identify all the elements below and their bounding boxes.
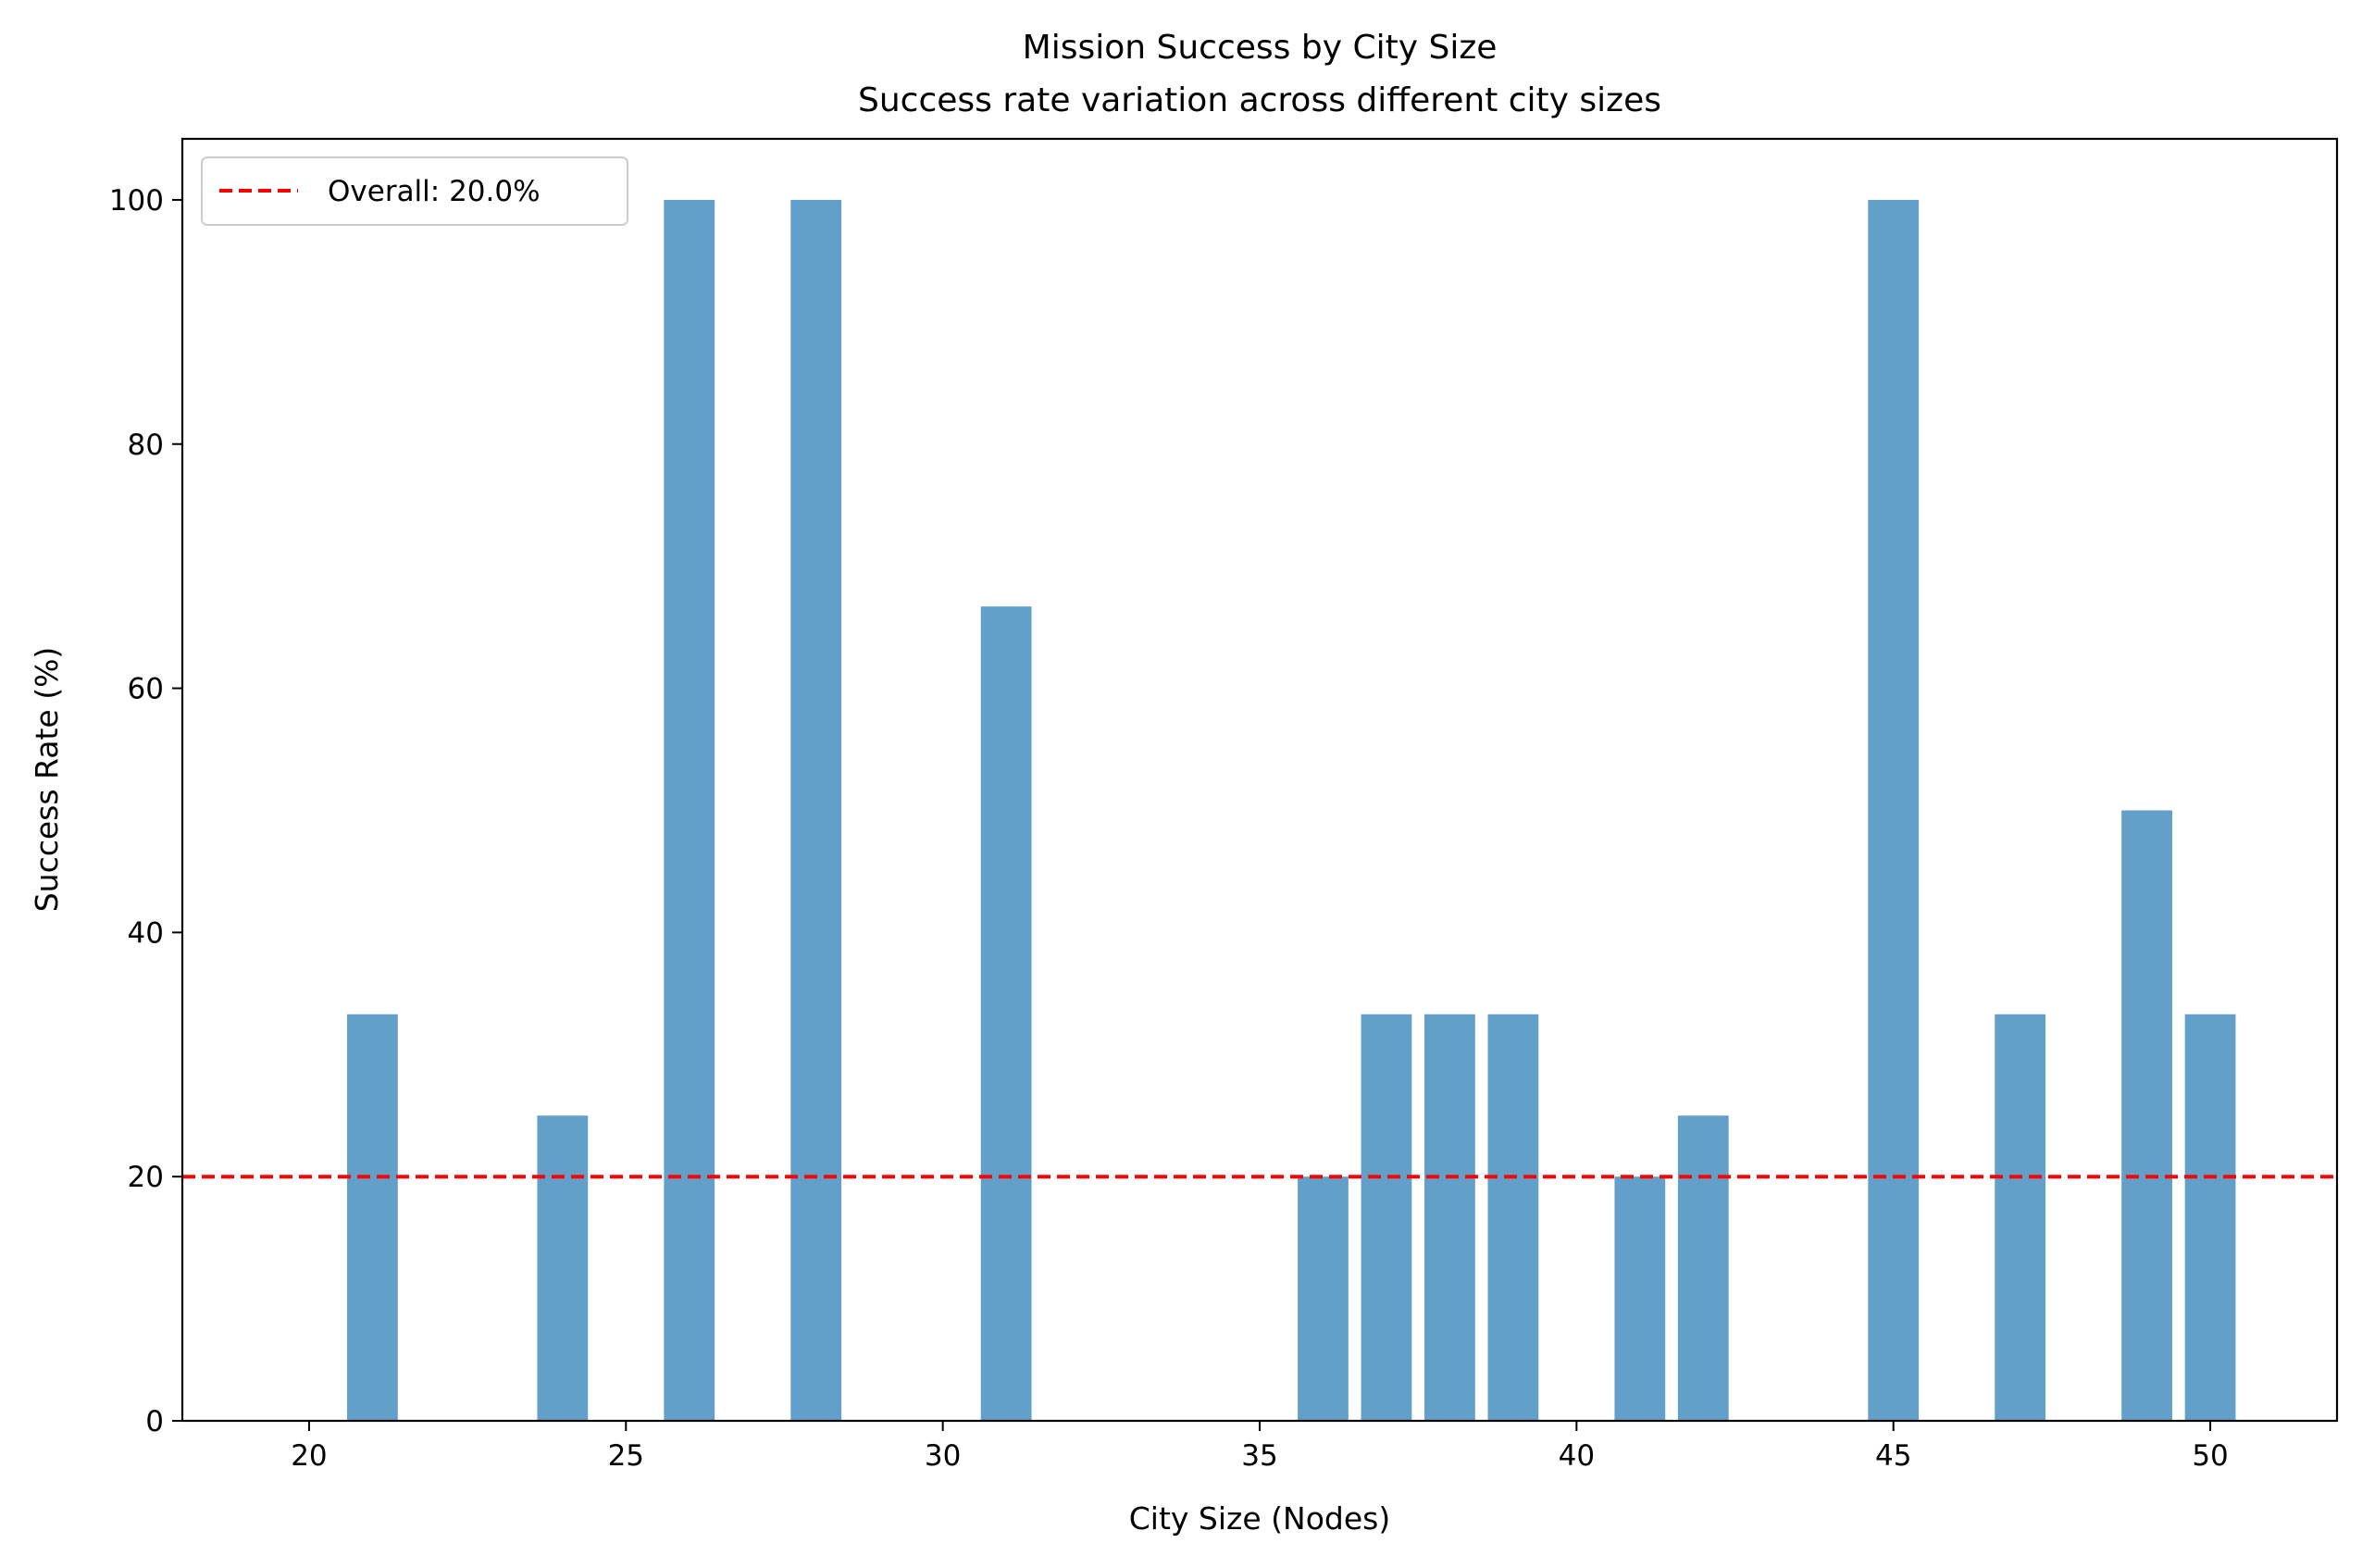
bar (1677, 1115, 1729, 1421)
bar (537, 1115, 589, 1421)
y-tick-label: 0 (145, 1405, 164, 1438)
plot-frame (180, 137, 2339, 1423)
bar (1361, 1014, 1412, 1421)
x-axis-label: City Size (Nodes) (1129, 1500, 1390, 1537)
chart-subtitle: Success rate variation across different … (858, 81, 1661, 119)
bar (347, 1014, 398, 1421)
legend-box (201, 156, 628, 226)
y-axis-label: Success Rate (%) (29, 647, 65, 913)
chart-title: Mission Success by City Size (1023, 29, 1498, 67)
x-tick-label: 35 (1241, 1439, 1277, 1473)
y-tick-label: 40 (128, 916, 164, 950)
y-tick-label: 80 (128, 429, 164, 462)
x-tick-label: 30 (925, 1439, 961, 1473)
y-axis-ticks: 0 20 40 60 80 100 (109, 184, 182, 1438)
x-axis-ticks: 20 25 30 35 40 45 50 (291, 1421, 2229, 1473)
bar (790, 199, 842, 1422)
bar (2121, 810, 2172, 1421)
y-tick-label: 20 (128, 1161, 164, 1194)
legend: Overall: 20.0% (201, 156, 628, 226)
y-tick-label: 60 (128, 673, 164, 706)
x-tick-label: 45 (1875, 1439, 1911, 1473)
x-tick-label: 40 (1559, 1439, 1595, 1473)
bar (664, 199, 715, 1422)
legend-reference-line-label: Overall: 20.0% (328, 175, 541, 208)
bar (2184, 1014, 2236, 1421)
y-tick-label: 100 (109, 184, 164, 218)
x-tick-label: 20 (291, 1439, 327, 1473)
x-tick-label: 25 (608, 1439, 644, 1473)
bar (1298, 1176, 1349, 1421)
bar (1614, 1176, 1666, 1421)
bar (1487, 1014, 1539, 1421)
bar (1424, 1014, 1475, 1421)
bar (980, 606, 1032, 1421)
bar-series (347, 199, 2236, 1422)
bar (1868, 199, 1920, 1422)
bar (1995, 1014, 2046, 1421)
x-tick-label: 50 (2192, 1439, 2228, 1473)
